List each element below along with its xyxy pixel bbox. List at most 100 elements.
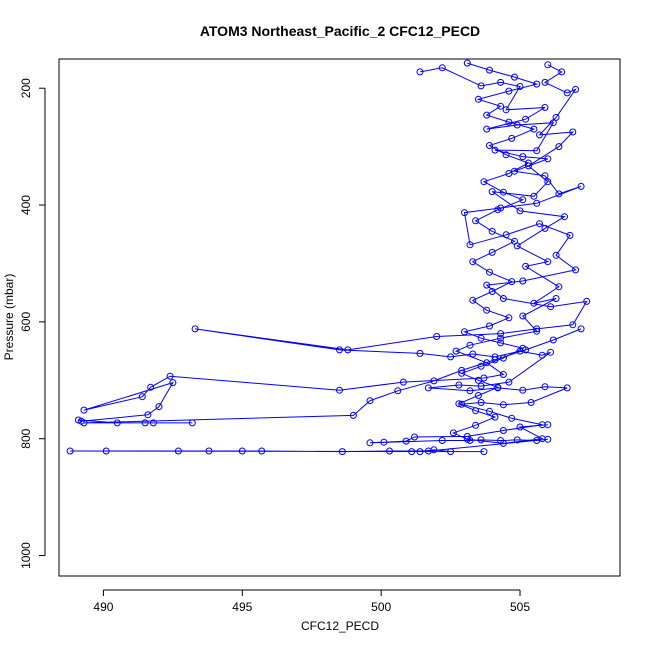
- data-point: [472, 217, 480, 225]
- data-point: [488, 227, 496, 235]
- data-point: [530, 192, 538, 200]
- data-point: [466, 387, 474, 395]
- data-point: [530, 299, 538, 307]
- data-point: [411, 433, 418, 441]
- data-point: [336, 346, 343, 354]
- data-point: [563, 89, 571, 97]
- data-point: [572, 85, 580, 93]
- data-point: [366, 439, 374, 447]
- data-point: [530, 125, 538, 133]
- data-point: [166, 372, 174, 380]
- data-point: [258, 447, 266, 455]
- data-point: [544, 258, 552, 266]
- data-point: [499, 371, 507, 378]
- data-point: [402, 437, 410, 445]
- data-point: [477, 382, 485, 390]
- data-point: [472, 421, 480, 429]
- data-point: [452, 347, 460, 355]
- data-point: [499, 427, 507, 434]
- data-point: [555, 190, 563, 198]
- data-point: [511, 237, 518, 245]
- data-point: [463, 59, 471, 67]
- data-point: [552, 295, 560, 302]
- data-point: [474, 95, 482, 103]
- y-tick-label: 800: [19, 428, 33, 448]
- data-point: [491, 413, 499, 421]
- data-point: [497, 339, 505, 347]
- data-point: [541, 224, 549, 232]
- data-point: [155, 403, 163, 411]
- series-line: [78, 64, 582, 424]
- x-tick-label: 490: [93, 600, 113, 614]
- data-point: [544, 155, 552, 163]
- data-point: [544, 178, 552, 186]
- data-point: [547, 348, 555, 356]
- data-point: [538, 435, 546, 443]
- data-point: [486, 268, 493, 276]
- series-line: [70, 67, 588, 453]
- data-point: [474, 392, 482, 399]
- data-point: [536, 131, 543, 139]
- data-point: [519, 153, 527, 161]
- y-axis: 200 400 600 800 1000: [19, 78, 46, 569]
- data-point: [519, 277, 527, 285]
- data-point: [147, 383, 155, 391]
- data-point: [569, 128, 577, 136]
- data-point: [486, 66, 493, 74]
- data-point: [488, 248, 496, 256]
- data-point: [499, 188, 507, 196]
- data-point: [505, 118, 513, 126]
- data-point: [430, 446, 438, 454]
- data-point: [536, 220, 543, 228]
- data-point: [499, 295, 507, 302]
- data-point: [66, 447, 74, 455]
- data-point: [430, 377, 438, 385]
- data-point: [505, 87, 513, 95]
- data-point: [349, 411, 357, 419]
- x-tick-label: 500: [371, 600, 391, 614]
- data-point: [566, 231, 574, 239]
- data-point: [191, 325, 199, 333]
- data-point: [494, 206, 502, 214]
- data-point: [174, 447, 182, 455]
- data-point: [533, 325, 541, 333]
- data-point: [488, 188, 496, 196]
- data-point: [497, 330, 505, 338]
- chart-title: ATOM3 Northeast_Pacific_2 CFC12_PECD: [200, 23, 480, 39]
- data-point: [483, 125, 491, 133]
- plot-area-frame: [58, 58, 621, 577]
- data-point: [513, 436, 521, 444]
- data-point: [572, 266, 580, 274]
- data-point: [477, 399, 485, 406]
- data-point: [380, 438, 388, 446]
- data-point: [480, 178, 488, 186]
- data-point: [505, 378, 513, 386]
- data-point: [455, 381, 463, 389]
- data-point: [558, 68, 566, 76]
- data-point: [472, 407, 480, 415]
- data-point: [205, 447, 213, 455]
- data-point: [497, 334, 505, 342]
- data-point: [80, 406, 88, 414]
- data-point: [516, 207, 524, 215]
- series-line: [452, 62, 548, 444]
- data-point: [516, 83, 524, 90]
- data-point: [533, 147, 541, 155]
- data-point: [569, 321, 577, 329]
- y-tick-label: 200: [19, 78, 33, 98]
- data-point: [552, 113, 560, 121]
- data-point: [486, 142, 493, 149]
- data-point: [466, 241, 474, 249]
- data-point: [519, 386, 527, 394]
- data-point: [533, 327, 541, 335]
- data-point: [141, 419, 149, 427]
- y-tick-label: 400: [19, 195, 33, 215]
- data-point: [486, 407, 493, 415]
- data-point: [416, 448, 424, 456]
- data-point: [519, 344, 527, 352]
- series-layer: [66, 59, 591, 456]
- data-point: [533, 199, 541, 207]
- data-point: [338, 448, 346, 456]
- data-point: [399, 378, 407, 386]
